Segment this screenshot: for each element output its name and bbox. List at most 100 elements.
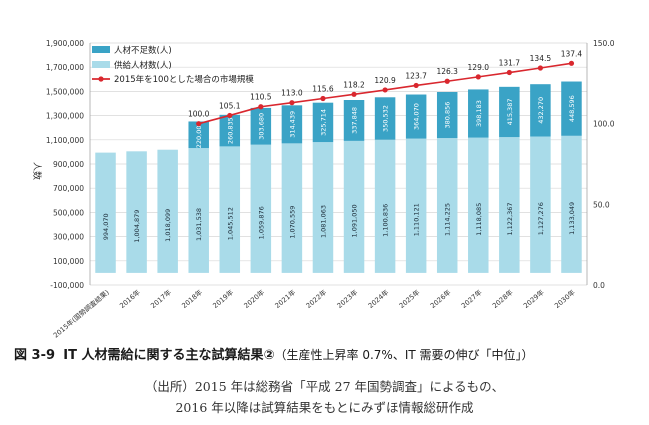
left-tick-label: 1,100,000 <box>46 136 84 145</box>
bar-supply <box>126 151 147 273</box>
supply-value-label: 1,081,063 <box>319 205 327 238</box>
supply-value-label: 1,110,121 <box>413 203 421 236</box>
legend-swatch-supply <box>92 61 110 68</box>
left-tick-label: 1,500,000 <box>46 87 84 96</box>
market-value-label: 137.4 <box>561 49 583 58</box>
market-point <box>258 104 264 110</box>
supply-value-label: 1,127,276 <box>537 202 545 235</box>
bar-shortage <box>312 102 334 143</box>
x-tick-label: 2029年 <box>521 288 545 311</box>
market-point <box>289 100 295 106</box>
market-value-label: 113.0 <box>281 89 303 98</box>
source-note-line1: （出所）2015 年は総務省「平成 27 年国勢調査」によるもの、 <box>144 379 505 394</box>
market-point <box>196 121 202 127</box>
supply-value-label: 1,091,050 <box>351 204 359 237</box>
x-tick-label: 2019年 <box>211 288 235 311</box>
bar-shortage <box>281 105 303 144</box>
x-tick-label: 2022年 <box>304 288 328 311</box>
market-value-label: 110.5 <box>250 93 272 102</box>
figure-subtitle: （生産性上昇率 0.7%、IT 需要の伸び「中位」） <box>274 348 534 362</box>
bar-shortage <box>405 94 427 139</box>
bar-shortage <box>188 121 209 149</box>
left-axis: 1,900,000 1,700,000 1,500,000 1,300,000 1,10… <box>46 39 91 290</box>
bars: 994,070 1,004,879 1,018,099 220,000 1,031,53… <box>95 81 582 273</box>
market-value-label: 126.3 <box>436 67 458 76</box>
shortage-value-label: 325,714 <box>319 109 327 136</box>
bar-shortage <box>468 89 489 138</box>
right-axis: 150.0 100.0 50.0 0.0 <box>586 39 615 290</box>
bar-supply <box>250 144 272 273</box>
x-tick-label: 2027年 <box>459 288 483 311</box>
shortage-value-label: 415,387 <box>506 99 514 126</box>
legend-swatch-marker <box>98 76 104 82</box>
market-value-label: 120.9 <box>374 76 396 85</box>
market-point <box>537 65 544 71</box>
bar-supply <box>436 138 458 273</box>
shortage-value-label: 380,856 <box>444 102 452 129</box>
market-value-label: 100.0 <box>188 110 210 119</box>
market-point <box>506 69 512 76</box>
market-point <box>444 78 450 84</box>
x-tick-label: 2024年 <box>366 288 390 311</box>
x-tick-label: 2018年 <box>180 288 204 311</box>
bar-shortage <box>343 100 365 141</box>
shortage-value-label: 220,000 <box>195 121 203 148</box>
bar-shortage <box>219 114 241 147</box>
bar-supply <box>468 137 489 273</box>
market-value-label: 118.2 <box>343 80 365 89</box>
x-tick-label: 2020年 <box>242 288 266 311</box>
legend-label-line: 2015年を100とした場合の市場規模 <box>114 74 254 85</box>
supply-value-label: 1,100,836 <box>382 204 390 237</box>
market-line: 100.0 105.1 110.5 113.0 115.6 118.2 120.9 123.7… <box>188 49 583 127</box>
bar-shortage <box>561 81 582 136</box>
supply-value-label: 1,059,876 <box>257 206 265 239</box>
market-point <box>320 95 326 102</box>
bar-supply <box>219 146 241 273</box>
bar-shortage <box>250 107 272 145</box>
shortage-value-label: 398,183 <box>475 100 483 127</box>
left-tick-label: -100,000 <box>50 281 84 290</box>
left-tick-label: 100,000 <box>53 257 84 266</box>
market-value-label: 115.6 <box>312 84 334 93</box>
bar-supply <box>157 149 178 273</box>
x-axis-labels: 2015年(国勢調査結果) 2016年 2017年 2018年 2019年 2020年 20… <box>51 287 577 339</box>
shortage-value-label: 337,848 <box>351 107 359 134</box>
left-tick-label: 1,700,000 <box>46 63 84 72</box>
market-point <box>413 82 419 89</box>
x-tick-label: 2017年 <box>149 288 173 311</box>
x-tick-label: 2023年 <box>335 288 359 311</box>
figure-title: IT 人材需給に関する主な試算結果② <box>63 348 275 363</box>
right-tick-label: 100.0 <box>593 120 615 129</box>
left-axis-title: 人数 <box>31 162 43 180</box>
bar-shortage <box>436 91 458 139</box>
left-tick-label: 300,000 <box>53 233 84 242</box>
bar-supply <box>374 139 396 273</box>
bar-supply <box>499 137 520 273</box>
supply-value-label: 1,031,538 <box>195 208 203 241</box>
x-tick-label: 2025年 <box>397 288 421 311</box>
market-point <box>382 87 388 93</box>
supply-value-label: 1,070,559 <box>288 206 296 239</box>
left-tick-label: 900,000 <box>53 160 84 169</box>
bar-shortage <box>374 97 396 140</box>
supply-value-label: 994,070 <box>102 213 110 240</box>
bar-supply <box>561 135 582 273</box>
shortage-value-label: 432,270 <box>537 97 545 124</box>
shortage-value-label: 448,596 <box>568 95 576 122</box>
bar-supply <box>281 143 303 273</box>
left-tick-label: 1,300,000 <box>46 112 84 121</box>
market-point <box>351 91 357 97</box>
market-point <box>568 60 575 66</box>
market-value-label: 134.5 <box>530 54 552 63</box>
supply-value-label: 1,122,367 <box>506 202 514 235</box>
x-tick-label: 2028年 <box>490 288 514 311</box>
supply-value-label: 1,018,099 <box>164 209 172 242</box>
shortage-value-label: 314,439 <box>288 111 296 138</box>
x-tick-label: 2021年 <box>273 288 297 311</box>
market-value-label: 129.0 <box>468 63 490 72</box>
bar-supply <box>312 142 334 273</box>
bar-supply <box>343 140 365 273</box>
shortage-value-label: 350,532 <box>382 105 390 132</box>
x-tick-label: 2015年(国勢調査結果) <box>51 287 111 339</box>
supply-value-label: 1,004,879 <box>133 210 141 243</box>
